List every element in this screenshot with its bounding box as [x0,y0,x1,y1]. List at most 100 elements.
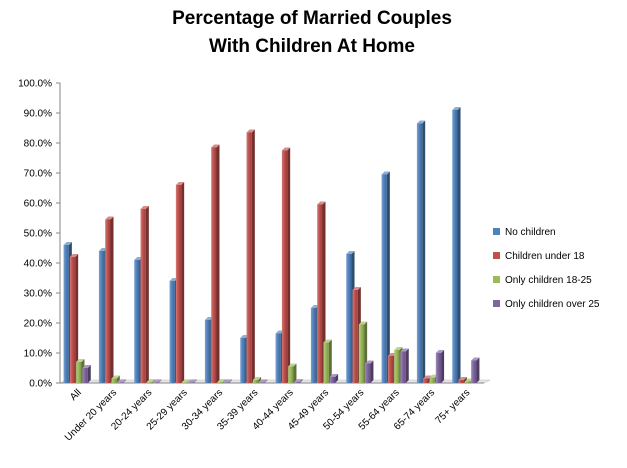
bar-40-44-years-series-2 [281,147,291,383]
bar-55-64-years-series-1 [381,171,390,383]
bar-top [134,257,143,260]
bar-side [457,107,461,383]
bar-front [352,290,358,383]
bar-50-54-years-series-4 [365,360,374,383]
bar-front [204,320,211,383]
bar-side [293,363,297,383]
bar-top [400,348,409,352]
bar-side [287,147,291,383]
bar-front [76,362,82,383]
bar-front [416,123,423,383]
bar-40-44-years-series-4 [294,379,303,383]
bar-front [423,378,429,383]
bar-side [116,375,120,383]
bar-under-20-years-series-2 [105,216,114,383]
bar-side [386,171,390,383]
bar-45-49-years-series-2 [317,201,326,383]
bar-30-34-years-series-4 [223,379,233,383]
bar-front [381,174,387,383]
bar-front [471,360,477,383]
bar-30-34-years-series-2 [211,144,220,383]
bar-top [365,360,374,364]
bar-side [222,379,226,383]
bar-side [264,379,268,383]
bar-side [299,379,303,383]
bar-front [211,147,217,383]
bar-20-24-years-series-3 [146,379,156,383]
y-tick-label: 70.0% [24,169,52,180]
bar-top [63,242,72,245]
bar-45-49-years-series-4 [329,374,339,383]
bar-side [216,144,220,383]
bar-top [458,377,467,380]
bar-25-29-years-series-3 [182,379,191,383]
bar-side [476,357,480,383]
bar-side [405,348,409,383]
bar-top [464,378,474,382]
bar-top [416,120,426,124]
bar-front [281,150,288,383]
bar-top [111,375,120,379]
bar-top [429,374,438,378]
bar-35-39-years-series-2 [246,129,255,383]
bar-top [281,147,291,151]
y-tick-label: 20.0% [24,319,52,330]
bar-35-39-years-series-4 [259,379,268,383]
y-tick-label: 100.0% [18,79,52,90]
bars [63,107,480,383]
legend-label: Only children 18-25 [505,275,592,286]
bar-top [471,357,480,361]
bar-top [259,379,268,383]
bar-front [464,381,471,383]
bar-side [328,339,332,383]
y-tick-label: 90.0% [24,109,52,120]
bar-top [146,379,156,383]
bar-front [317,204,323,383]
bar-top [387,353,397,356]
bar-front [275,333,281,383]
bar-side [463,377,467,383]
bar-side [258,377,262,383]
bar-side [75,254,79,383]
bar-front [323,342,329,383]
bar-55-64-years-series-4 [400,348,409,383]
bar-top [223,379,233,383]
bar-top [329,374,339,377]
bar-front [105,219,111,383]
legend-swatch [493,276,500,283]
bar-top [98,248,108,251]
bar-top [317,201,326,205]
bar-front [223,382,230,383]
bar-front [175,185,182,383]
bar-side [193,379,197,383]
bar-side [322,201,326,383]
bar-side [152,379,156,383]
bar-front [140,209,146,383]
y-tick-label: 50.0% [24,229,52,240]
legend: No children Children under 18 Only childre… [493,227,600,310]
legend-label: No children [505,227,556,238]
bar-top [240,335,249,338]
bar-top [140,206,149,209]
bar-top [246,129,255,133]
bar-front [188,382,194,383]
bar-front [111,378,117,383]
bar-front [429,377,435,383]
y-tick-label: 0.0% [29,379,52,390]
bar-top [105,216,114,220]
bar-side [158,379,162,383]
bar-top [288,363,297,367]
bar-20-24-years-series-2 [140,206,149,383]
y-tick-label: 60.0% [24,199,52,210]
bar-top [381,171,390,175]
y-tick-label: 40.0% [24,259,52,270]
bar-front [82,368,88,383]
bar-35-39-years-series-3 [252,377,262,383]
bar-top [211,144,220,148]
bar-75-years-series-1 [452,107,461,383]
bar-front [358,324,365,383]
bar-65-74-years-series-1 [416,120,426,383]
bar-top [352,287,361,290]
bar-top [188,379,197,383]
bar-side [229,379,233,383]
